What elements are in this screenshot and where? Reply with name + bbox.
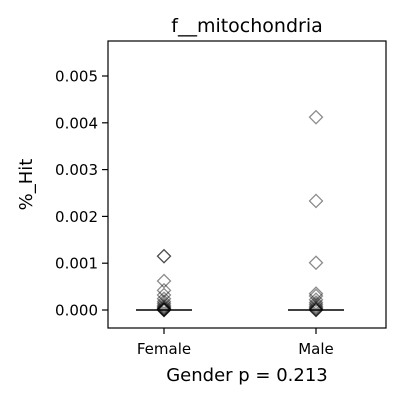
data-point <box>308 255 324 271</box>
data-point <box>308 296 324 312</box>
data-point <box>308 295 324 310</box>
data-point <box>308 302 324 318</box>
data-point <box>308 298 324 314</box>
chart-title: f__mitochondria <box>171 15 323 37</box>
data-point <box>156 301 172 317</box>
data-point <box>156 294 172 309</box>
data-point <box>308 302 324 318</box>
y-tick-label: 0.001 <box>55 255 98 273</box>
y-tick-label: 0.002 <box>55 208 98 226</box>
data-point <box>156 302 172 318</box>
data-point <box>308 302 324 317</box>
data-point <box>156 248 172 264</box>
x-axis-label: Gender p = 0.213 <box>166 365 328 386</box>
data-point <box>156 300 172 316</box>
plot-area-frame <box>107 40 387 329</box>
data-point <box>156 248 172 264</box>
y-tick-label: 0.005 <box>55 68 98 86</box>
data-point <box>156 299 172 315</box>
data-points <box>156 109 324 318</box>
data-point <box>156 302 172 318</box>
data-point <box>308 286 324 302</box>
data-point <box>156 282 172 298</box>
data-point <box>308 292 324 308</box>
x-tick-label: Male <box>298 340 334 358</box>
data-point <box>308 288 324 304</box>
data-point <box>156 291 172 307</box>
x-tick-label: Female <box>137 340 191 358</box>
y-axis: 0.000 0.001 0.002 0.003 0.004 0.005 <box>55 68 108 320</box>
data-point <box>156 273 172 289</box>
data-point <box>308 300 324 316</box>
data-point <box>308 109 324 125</box>
data-point <box>308 193 324 209</box>
data-point <box>156 287 172 303</box>
y-tick-label: 0.000 <box>55 302 98 320</box>
data-point <box>156 302 172 318</box>
y-tick-label: 0.004 <box>55 114 98 132</box>
data-point <box>156 301 172 317</box>
y-tick-label: 0.003 <box>55 161 98 179</box>
data-point <box>156 297 172 313</box>
x-axis: Female Male <box>137 328 334 358</box>
data-point <box>156 302 172 317</box>
y-axis-label: %_Hit <box>16 159 37 211</box>
data-point <box>308 301 324 317</box>
